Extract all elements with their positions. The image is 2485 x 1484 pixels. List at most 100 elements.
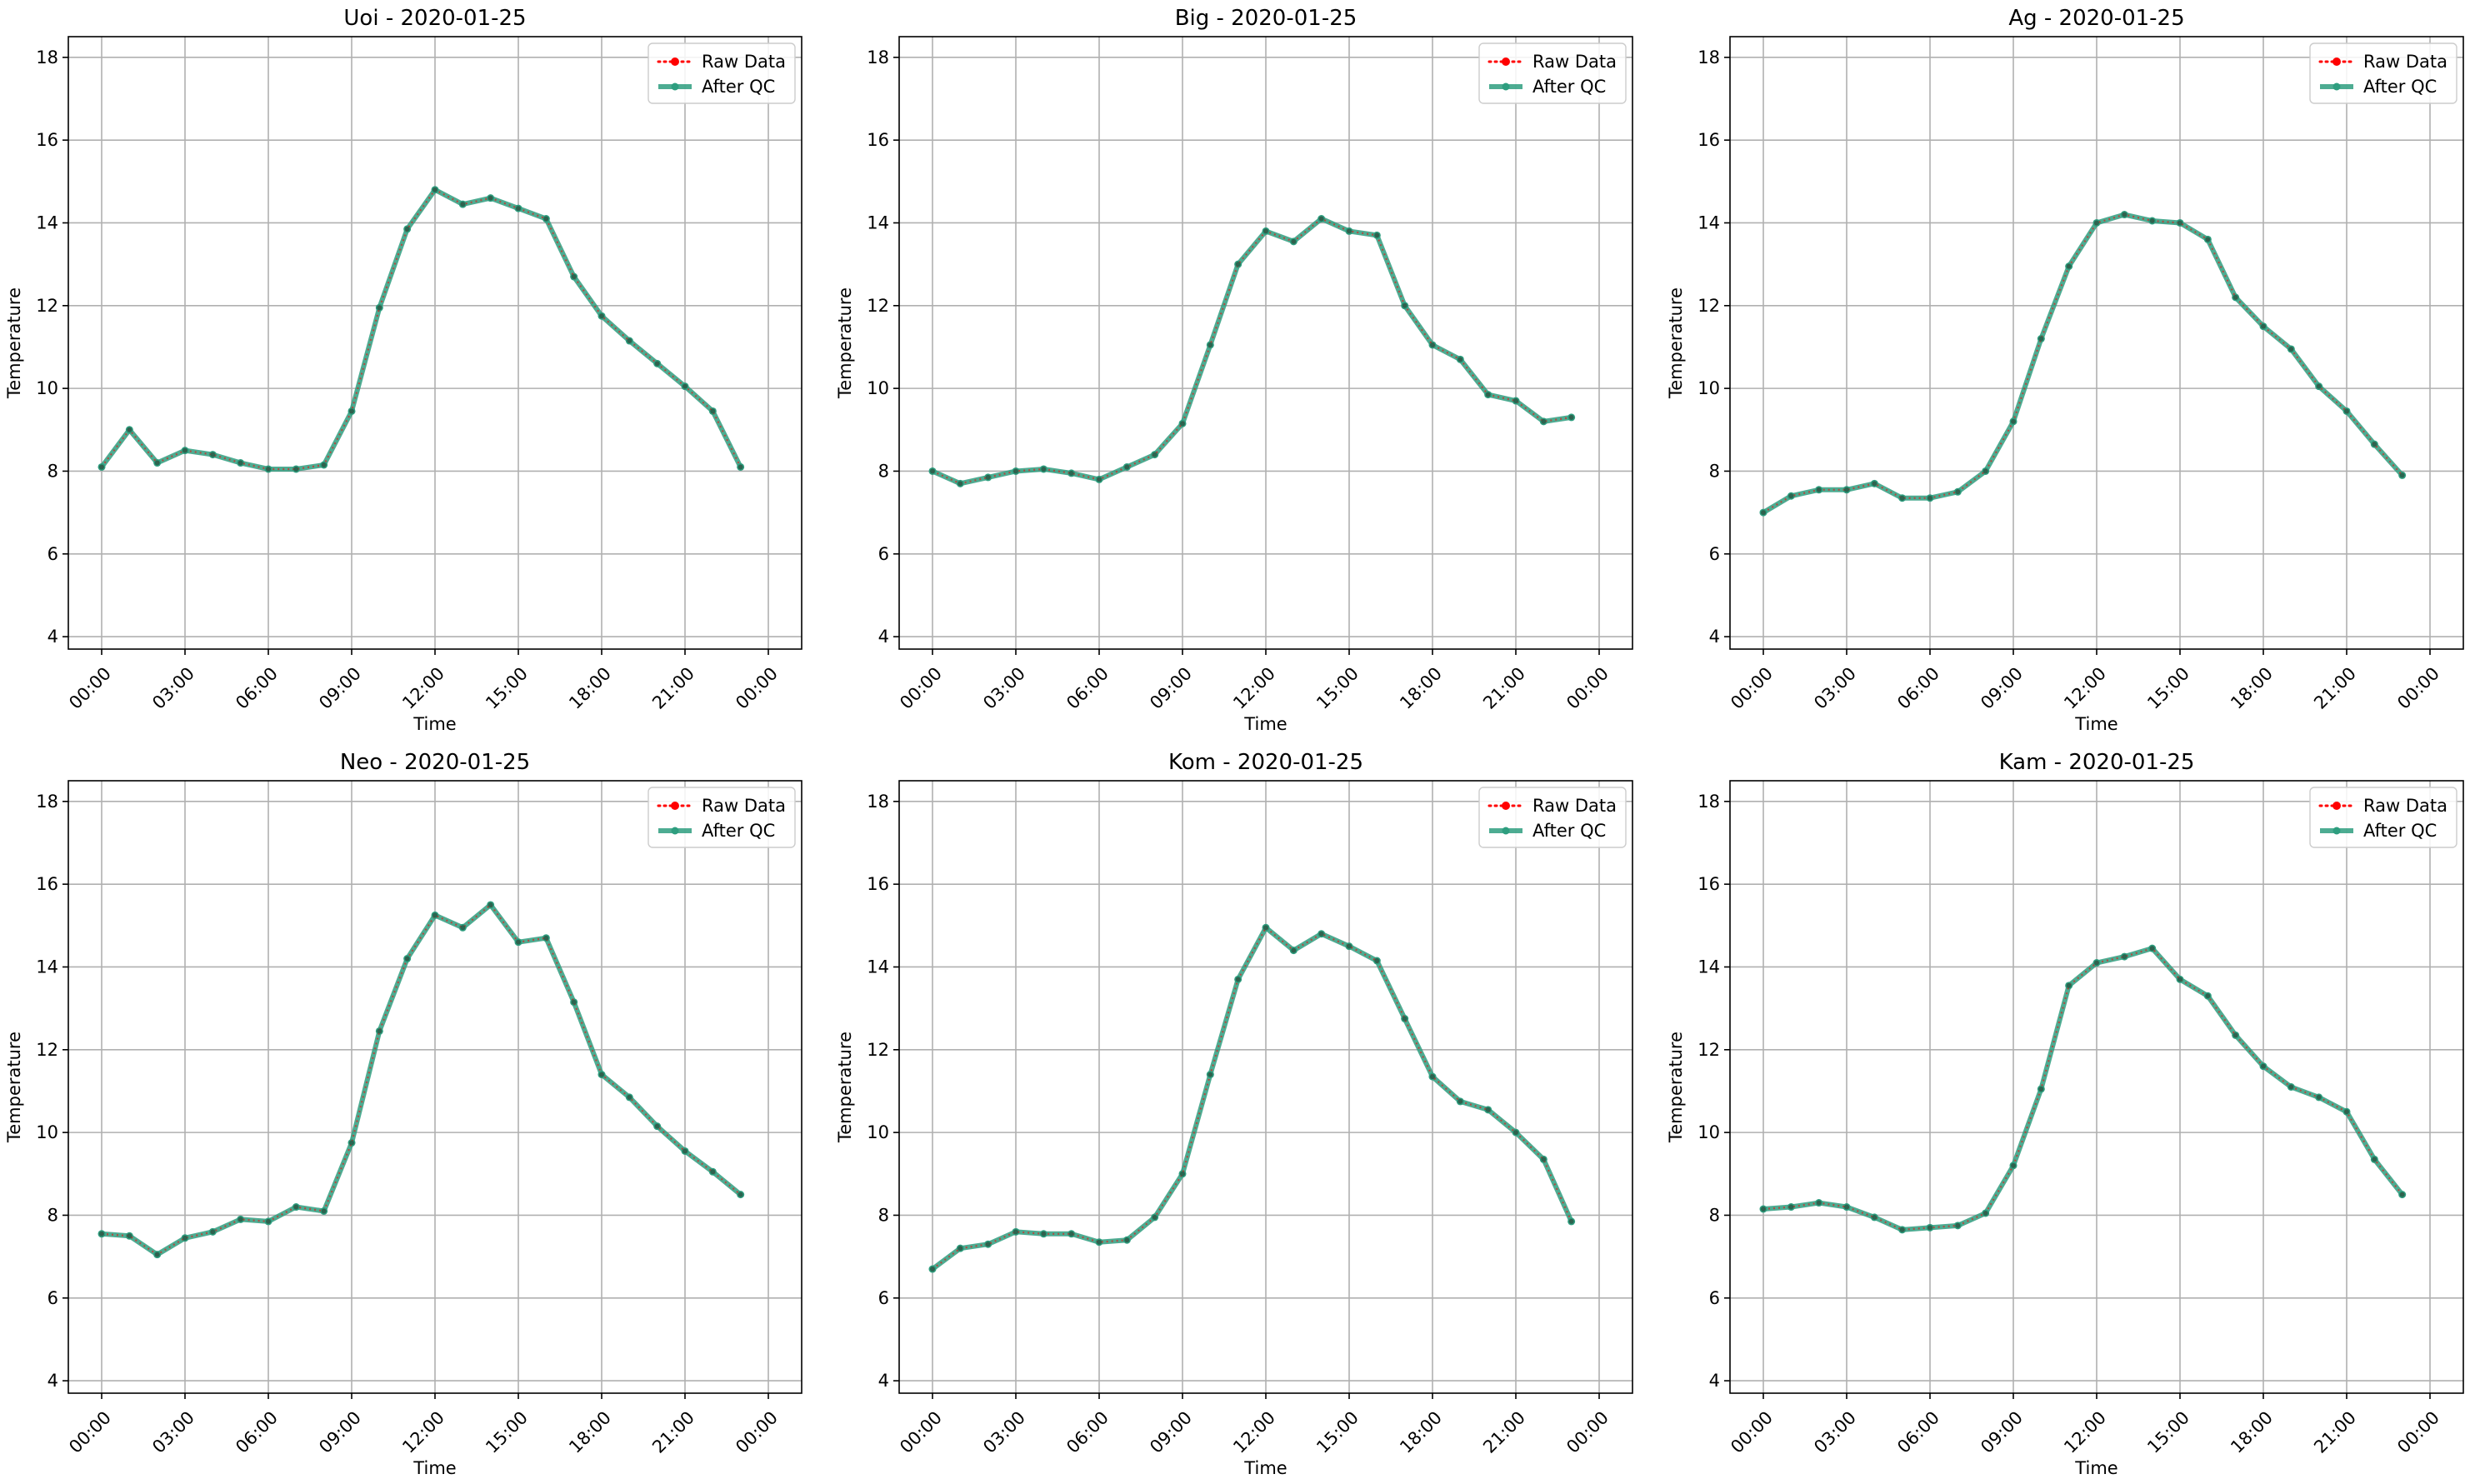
x-tick-label: 18:00 xyxy=(2227,1407,2277,1457)
raw-data-point xyxy=(1208,1072,1213,1077)
raw-data-point xyxy=(2232,294,2238,300)
raw-data-point xyxy=(2178,977,2182,982)
y-tick-label: 8 xyxy=(878,1205,889,1225)
legend: Raw Data After QC xyxy=(2309,787,2458,848)
x-tick-label: 21:00 xyxy=(1479,1407,1529,1457)
x-tick-label: 18:00 xyxy=(565,663,615,713)
y-tick-label: 12 xyxy=(36,1040,58,1060)
raw-data-point xyxy=(182,447,188,453)
x-tick-label: 00:00 xyxy=(2393,1407,2443,1457)
raw-data-point xyxy=(2122,954,2128,960)
y-tick-label: 10 xyxy=(1698,1122,1720,1142)
raw-data-point xyxy=(377,1028,382,1034)
legend-label-raw-data: Raw Data xyxy=(702,52,786,72)
y-tick-label: 14 xyxy=(1698,212,1720,232)
raw-data-point xyxy=(1124,464,1130,470)
y-tick-label: 14 xyxy=(36,957,58,977)
legend-label-raw-data: Raw Data xyxy=(1532,796,1617,816)
raw-data-point xyxy=(1402,1016,1408,1022)
raw-data-point xyxy=(293,1204,299,1210)
raw-data-point xyxy=(2372,442,2378,447)
raw-data-point xyxy=(1816,1200,1822,1206)
raw-data-point xyxy=(543,935,549,941)
chart-title: Big - 2020-01-25 xyxy=(1175,6,1358,31)
legend: Raw Data After QC xyxy=(1478,42,1627,104)
raw-data-point xyxy=(1208,342,1213,347)
x-tick-label: 12:00 xyxy=(398,1407,448,1457)
x-axis-label: Time xyxy=(2074,714,2118,734)
x-axis-label: Time xyxy=(412,714,456,734)
x-tick-label: 09:00 xyxy=(315,663,365,713)
x-axis-label: Time xyxy=(1243,714,1287,734)
legend-label-raw-data: Raw Data xyxy=(2363,52,2448,72)
raw-data-point xyxy=(2344,1109,2349,1115)
raw-data-point xyxy=(2205,237,2211,242)
legend-raw-data-marker xyxy=(2332,802,2341,810)
y-tick-label: 8 xyxy=(48,461,58,481)
x-tick-label: 03:00 xyxy=(979,1407,1029,1457)
y-tick-label: 14 xyxy=(36,212,58,232)
x-tick-label: 09:00 xyxy=(1977,663,2027,713)
legend-after-qc-marker xyxy=(2332,82,2341,91)
y-tick-label: 6 xyxy=(1709,544,1720,564)
raw-data-point xyxy=(1263,925,1268,931)
x-tick-label: 21:00 xyxy=(648,663,698,713)
chart-panel: 4 6 8 10 12 14 16 18 00:00 03:00 06:00 09:00 12:00 15… xyxy=(1666,750,2464,1478)
raw-data-point xyxy=(2149,217,2155,223)
x-tick-label: 12:00 xyxy=(2060,1407,2110,1457)
raw-data-point xyxy=(930,468,935,474)
raw-data-point xyxy=(154,1252,160,1257)
y-axis-label: Temperature xyxy=(1666,287,1686,399)
x-tick-label: 21:00 xyxy=(1479,663,1529,713)
series-line-raw-data xyxy=(932,926,1572,1270)
x-tick-label: 12:00 xyxy=(398,663,448,713)
raw-data-point xyxy=(1291,947,1297,953)
x-tick-label: 06:00 xyxy=(1893,663,1943,713)
raw-data-point xyxy=(1513,1130,1518,1136)
raw-data-point xyxy=(2261,1063,2266,1069)
y-tick-label: 16 xyxy=(36,130,58,150)
y-tick-label: 14 xyxy=(867,957,889,977)
raw-data-point xyxy=(210,452,216,457)
raw-data-point xyxy=(2261,323,2266,329)
raw-data-point xyxy=(599,1072,604,1077)
y-tick-label: 8 xyxy=(878,461,889,481)
chart-title: Kam - 2020-01-25 xyxy=(1999,750,2195,775)
x-tick-label: 09:00 xyxy=(1977,1407,2027,1457)
x-tick-label: 03:00 xyxy=(1810,663,1860,713)
raw-data-point xyxy=(1788,493,1794,499)
x-tick-label: 12:00 xyxy=(2060,663,2110,713)
x-tick-label: 12:00 xyxy=(1229,663,1279,713)
raw-data-point xyxy=(432,912,438,918)
raw-data-point xyxy=(1013,1229,1018,1235)
raw-data-point xyxy=(460,202,466,207)
y-tick-label: 8 xyxy=(1709,1205,1720,1225)
raw-data-point xyxy=(2288,1084,2294,1090)
raw-data-point xyxy=(738,464,743,470)
raw-data-point xyxy=(1097,477,1102,482)
legend: Raw Data After QC xyxy=(648,42,796,104)
x-tick-label: 06:00 xyxy=(1893,1407,1943,1457)
raw-data-point xyxy=(1955,1222,1961,1228)
legend-label-after-qc: After QC xyxy=(1532,77,1606,97)
chart-title: Kom - 2020-01-25 xyxy=(1168,750,1363,775)
raw-data-point xyxy=(1124,1237,1130,1243)
y-tick-label: 6 xyxy=(1709,1288,1720,1308)
x-tick-label: 00:00 xyxy=(896,663,946,713)
y-tick-label: 16 xyxy=(1698,874,1720,894)
y-tick-label: 18 xyxy=(1698,792,1720,812)
raw-data-point xyxy=(710,408,716,414)
legend-label-raw-data: Raw Data xyxy=(1532,52,1617,72)
x-tick-label: 09:00 xyxy=(1146,663,1196,713)
raw-data-point xyxy=(266,466,271,472)
raw-data-point xyxy=(1899,1227,1905,1232)
raw-data-point xyxy=(627,1094,632,1100)
raw-data-point xyxy=(2094,960,2099,966)
raw-data-point xyxy=(1485,1107,1491,1112)
x-tick-label: 12:00 xyxy=(1229,1407,1279,1457)
raw-data-point xyxy=(1263,228,1268,234)
raw-data-point xyxy=(1347,228,1352,234)
legend-label-raw-data: Raw Data xyxy=(2363,796,2448,816)
raw-data-point xyxy=(1180,421,1185,427)
x-tick-label: 00:00 xyxy=(732,663,782,713)
